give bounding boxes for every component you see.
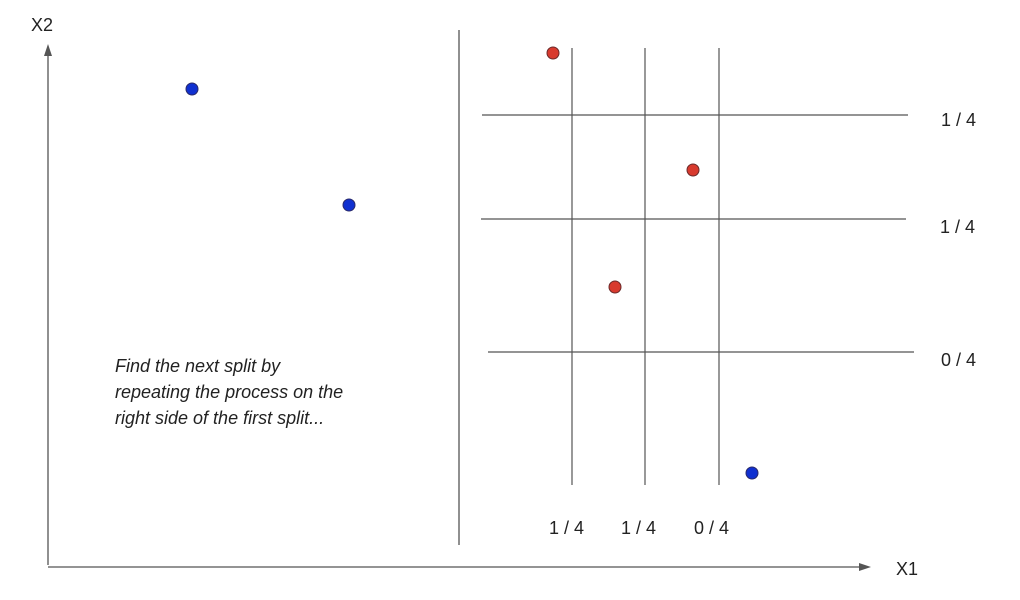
note-line: right side of the first split...	[115, 408, 325, 428]
horizontal-split-fraction: 1 / 4	[941, 110, 977, 130]
note-line: Find the next split by	[115, 356, 281, 376]
y-axis-arrowhead	[44, 44, 52, 56]
horizontal-split-fraction: 0 / 4	[941, 350, 977, 370]
red-point	[686, 163, 700, 177]
blue-point	[185, 82, 199, 96]
note-line: repeating the process on the	[115, 382, 344, 402]
vertical-split-fraction: 0 / 4	[694, 518, 730, 538]
horizontal-split-fraction: 1 / 4	[940, 217, 976, 237]
x-axis-label: X1	[896, 559, 919, 579]
blue-point	[745, 466, 759, 480]
x-axis-arrowhead	[859, 563, 871, 571]
instruction-note: Find the next split by repeating the pro…	[115, 353, 415, 431]
red-point	[608, 280, 622, 294]
red-point	[546, 46, 560, 60]
blue-point	[342, 198, 356, 212]
vertical-split-fraction: 1 / 4	[549, 518, 585, 538]
vertical-split-fraction: 1 / 4	[621, 518, 657, 538]
y-axis-label: X2	[31, 15, 54, 35]
